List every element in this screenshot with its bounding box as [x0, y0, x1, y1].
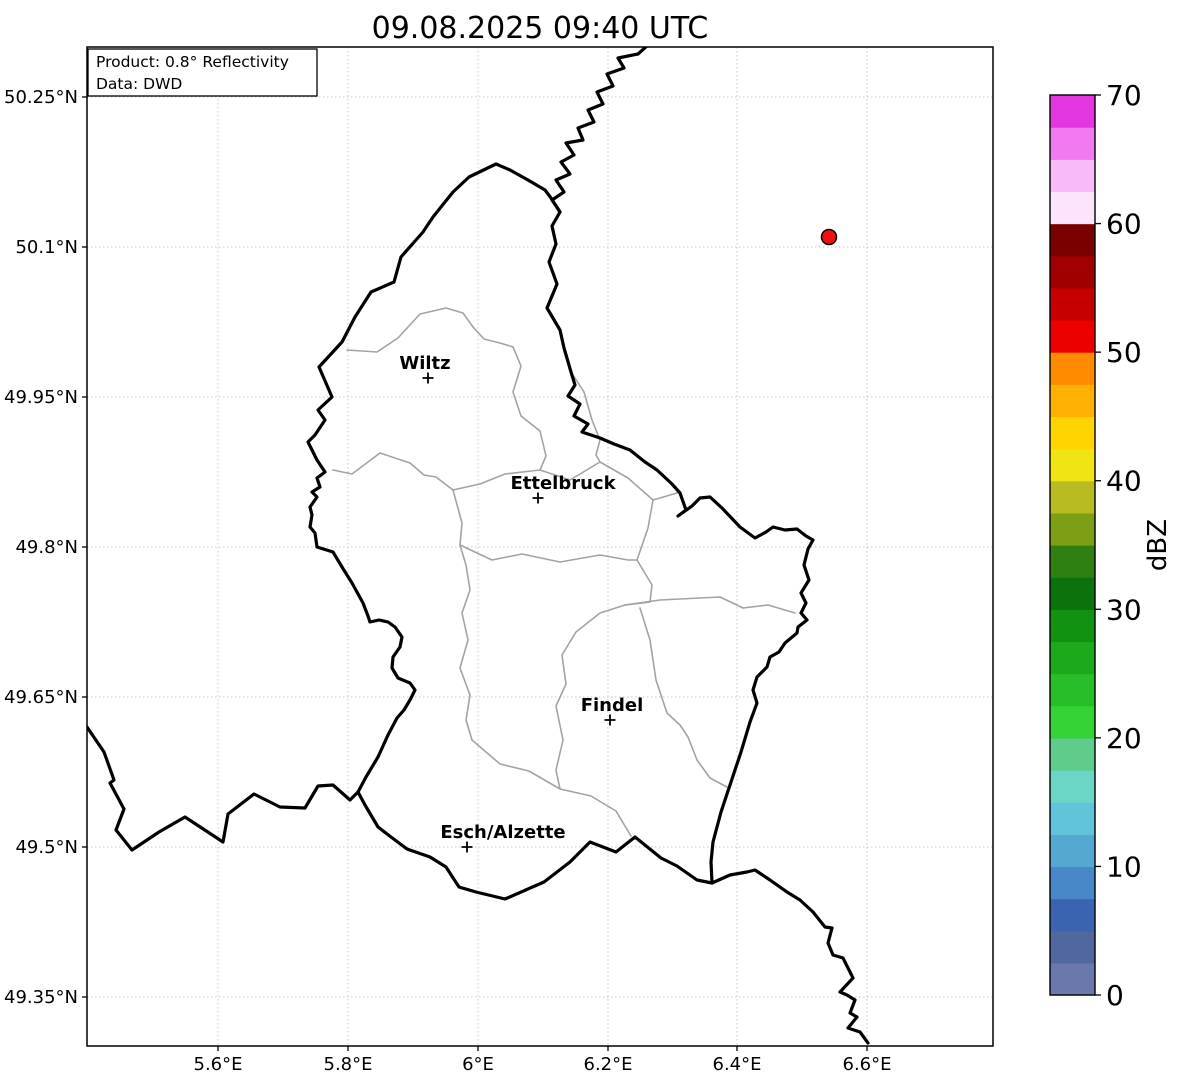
country-borders — [87, 47, 870, 1045]
colorbar-segment — [1050, 159, 1095, 193]
colorbar-tick-label: 30 — [1106, 593, 1142, 626]
colorbar-segment — [1050, 577, 1095, 610]
colorbar-tick-label: 60 — [1106, 208, 1142, 241]
city-label: Ettelbruck — [510, 473, 616, 494]
colorbar-segment — [1050, 287, 1095, 321]
info-box-data-line: Data: DWD — [96, 75, 182, 93]
colorbar-segment — [1050, 898, 1095, 932]
district-border-line — [459, 544, 638, 563]
country-border-line — [87, 725, 360, 852]
colorbar-segment — [1050, 802, 1095, 835]
x-tick-label: 5.8°E — [324, 1054, 373, 1075]
luxembourg-outline — [306, 162, 815, 901]
colorbar-segment — [1050, 384, 1095, 418]
colorbar-segment — [1050, 127, 1095, 160]
colorbar-segment — [1050, 641, 1095, 675]
colorbar-segment — [1050, 352, 1095, 385]
y-tick-label: 49.65°N — [4, 687, 78, 708]
colorbar-tick-label: 50 — [1106, 336, 1142, 369]
city-labels: Wiltz Ettelbruck Findel Esch/Alzette — [399, 353, 643, 853]
colorbar-tick-label: 40 — [1106, 465, 1142, 498]
y-tick-label: 50.25°N — [4, 87, 78, 108]
y-tick-label: 49.95°N — [4, 387, 78, 408]
info-box-product-line: Product: 0.8° Reflectivity — [96, 53, 289, 71]
city-plus-marker — [604, 714, 616, 726]
y-tick-label: 49.35°N — [4, 987, 78, 1008]
colorbar-unit-label: dBZ — [1143, 519, 1173, 571]
colorbar-segment — [1050, 737, 1095, 771]
colorbar-segment — [1050, 191, 1095, 225]
x-tick-label: 6°E — [462, 1054, 494, 1075]
colorbar-segment — [1050, 866, 1095, 900]
district-border-line — [639, 607, 728, 788]
colorbar-tick-label: 70 — [1106, 79, 1142, 112]
district-border-line — [555, 604, 626, 790]
radar-site-marker — [820, 228, 838, 246]
district-border-line — [346, 307, 514, 353]
colorbar-segment — [1050, 320, 1095, 353]
city-label: Findel — [581, 695, 644, 716]
axis-ticks: 5.6°E 5.8°E 6°E 6.2°E 6.4°E 6.6°E 50.25°N 50.1°… — [4, 87, 892, 1075]
colorbar: 0 10 20 30 40 50 60 70 — [1049, 79, 1142, 1012]
district-border-line — [570, 371, 601, 463]
colorbar-segment — [1050, 95, 1095, 128]
colorbar-segment — [1050, 480, 1095, 514]
colorbar-segment — [1050, 930, 1095, 964]
radar-location-dot — [820, 228, 838, 246]
gridlines — [87, 47, 993, 1046]
district-border-line — [624, 596, 796, 614]
x-tick-label: 6.4°E — [713, 1054, 762, 1075]
x-tick-label: 6.6°E — [843, 1054, 892, 1075]
colorbar-segment — [1050, 834, 1095, 868]
colorbar-segment — [1050, 448, 1095, 482]
city-label: Wiltz — [399, 353, 450, 374]
colorbar-tick-label: 10 — [1106, 850, 1142, 883]
y-tick-label: 49.8°N — [15, 537, 78, 558]
colorbar-tick-label: 20 — [1106, 722, 1142, 755]
colorbar-segment — [1050, 609, 1095, 643]
colorbar-segment — [1050, 416, 1095, 450]
page-title: 09.08.2025 09:40 UTC — [372, 11, 709, 46]
city-plus-marker — [532, 492, 544, 504]
x-tick-label: 5.6°E — [194, 1054, 243, 1075]
colorbar-segment — [1050, 770, 1095, 803]
city-label: Esch/Alzette — [440, 822, 565, 843]
colorbar-segment — [1050, 962, 1095, 996]
district-border-line — [452, 461, 678, 501]
info-box-frame — [87, 48, 318, 97]
info-box: Product: 0.8° Reflectivity Data: DWD — [87, 48, 318, 97]
colorbar-tick-label: 0 — [1106, 979, 1124, 1012]
district-border-line — [512, 346, 547, 471]
colorbar-segment — [1050, 223, 1095, 257]
country-border-line — [710, 868, 870, 1045]
colorbar-frame — [1049, 94, 1096, 996]
colorbar-segment — [1050, 705, 1095, 739]
y-tick-label: 49.5°N — [15, 837, 78, 858]
colorbar-segment — [1050, 512, 1095, 546]
city-plus-marker — [422, 372, 434, 384]
x-tick-label: 6.2°E — [584, 1054, 633, 1075]
district-border-line — [624, 499, 654, 606]
y-tick-label: 50.1°N — [15, 237, 78, 258]
district-borders — [332, 307, 796, 837]
city-plus-marker — [461, 841, 473, 853]
country-border-line — [550, 47, 649, 214]
colorbar-segment — [1050, 255, 1095, 289]
colorbar-segment — [1050, 545, 1095, 578]
colorbar-segment — [1050, 673, 1095, 707]
